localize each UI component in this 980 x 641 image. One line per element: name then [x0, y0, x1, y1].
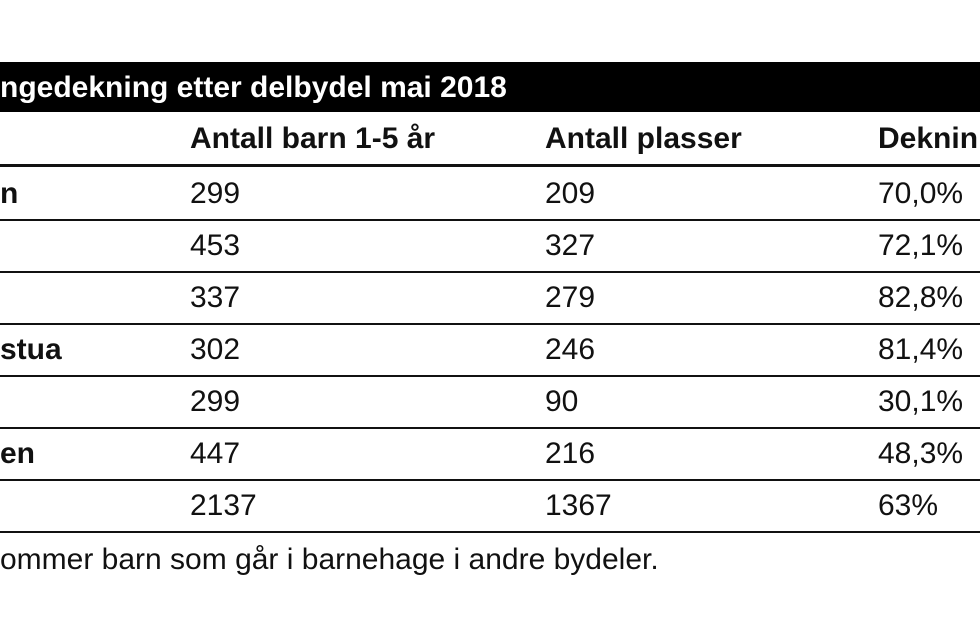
table-row: 337 279 82,8% [0, 271, 980, 325]
cell: 81,4% [878, 333, 964, 366]
header-row: Antall barn 1-5 år Antall plasser Deknin [0, 112, 980, 167]
cell: 30,1% [878, 385, 964, 418]
cell: 82,8% [878, 281, 964, 314]
table-row: stua 302 246 81,4% [0, 323, 980, 377]
cell: Antall plasser [545, 122, 742, 155]
cell: 299 [190, 177, 241, 210]
cell: 216 [545, 437, 596, 470]
cell: 63% [878, 489, 939, 522]
cell: n [0, 177, 19, 210]
table-title: ngedekning etter delbydel mai 2018 [0, 62, 980, 112]
table-row: 2137 1367 63% [0, 479, 980, 533]
cell: 337 [190, 281, 241, 314]
cell: 72,1% [878, 229, 964, 262]
cell: 48,3% [878, 437, 964, 470]
cell: 209 [545, 177, 596, 210]
table-row: 453 327 72,1% [0, 219, 980, 273]
cell: 1367 [545, 489, 612, 522]
footnote: ommer barn som går i barnehage i andre b… [0, 543, 659, 576]
cell: Deknin [878, 122, 979, 155]
cell: 279 [545, 281, 596, 314]
cell: 299 [190, 385, 241, 418]
table-row: en 447 216 48,3% [0, 427, 980, 481]
cell: 246 [545, 333, 596, 366]
cell: 447 [190, 437, 241, 470]
table-row: 299 90 30,1% [0, 375, 980, 429]
cell: stua [0, 333, 62, 366]
cell: Antall barn 1-5 år [190, 122, 436, 155]
table-row: n 299 209 70,0% [0, 167, 980, 221]
cell: 2137 [190, 489, 257, 522]
cell: 327 [545, 229, 596, 262]
cell: en [0, 437, 36, 470]
cell: 70,0% [878, 177, 964, 210]
cell: 453 [190, 229, 241, 262]
cell: 90 [545, 385, 579, 418]
cell: 302 [190, 333, 241, 366]
